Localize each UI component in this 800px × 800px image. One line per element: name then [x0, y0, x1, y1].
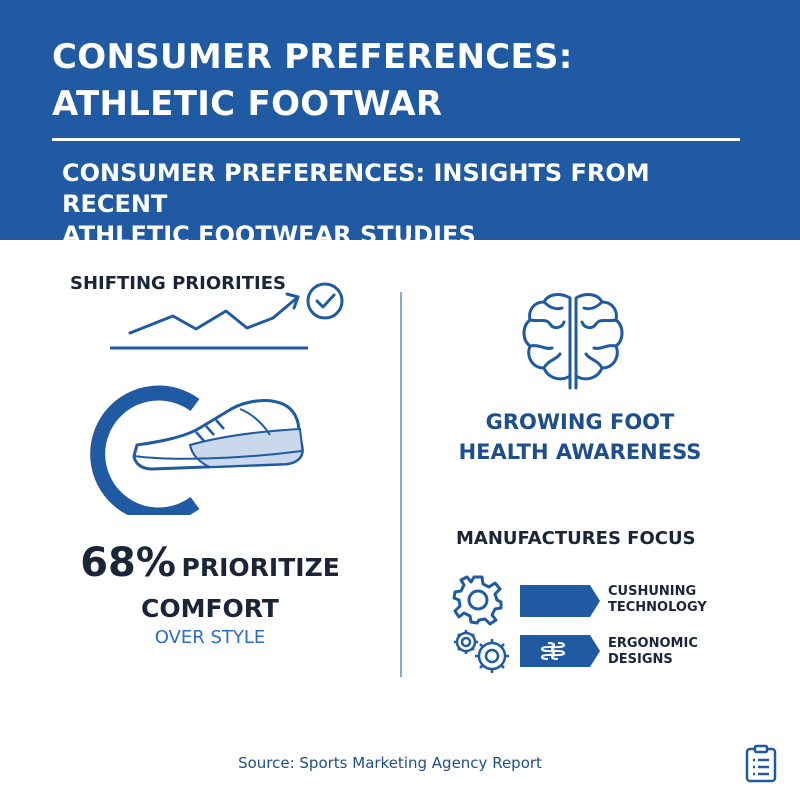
ergonomic-banner — [520, 635, 600, 667]
feature-label-ergonomic: ERGONOMIC DESIGNS — [608, 636, 698, 667]
double-gear-icon — [454, 630, 509, 673]
comfort-stat-line2: COMFORT — [141, 594, 279, 623]
header-banner: CONSUMER PREFERENCES: ATHLETIC FOOTWAR C… — [0, 0, 800, 249]
gear-icon — [452, 575, 503, 626]
clipboard-icon — [745, 744, 777, 783]
cushioning-banner — [520, 585, 600, 617]
header-divider — [52, 138, 740, 141]
checkmark-circle-icon — [306, 282, 344, 320]
page-subtitle: CONSUMER PREFERENCES: INSIGHTS FROM RECE… — [62, 159, 650, 249]
source-citation: Source: Sports Marketing Agency Report — [238, 754, 542, 772]
sneaker-icon — [90, 385, 304, 515]
comfort-stat: 68% PRIORITIZE — [60, 540, 360, 594]
comfort-stat-subtext: OVER STYLE — [154, 627, 266, 648]
feature-label-cushioning: CUSHUNING TECHNOLOGY — [608, 584, 707, 615]
shifting-priorities-label: SHIFTING PRIORITIES — [70, 273, 286, 294]
column-divider — [400, 292, 402, 677]
page-title: CONSUMER PREFERENCES: ATHLETIC FOOTWAR — [52, 37, 573, 124]
comfort-percentage: 68% — [80, 540, 176, 586]
foot-health-awareness: GROWING FOOT HEALTH AWARENESS — [458, 410, 702, 464]
manufacturers-focus-title: MANUFACTURES FOCUS — [456, 528, 696, 549]
trend-line-icon — [110, 282, 344, 350]
brain-icon — [522, 293, 624, 390]
comfort-stat-text: PRIORITIZE — [181, 553, 340, 582]
